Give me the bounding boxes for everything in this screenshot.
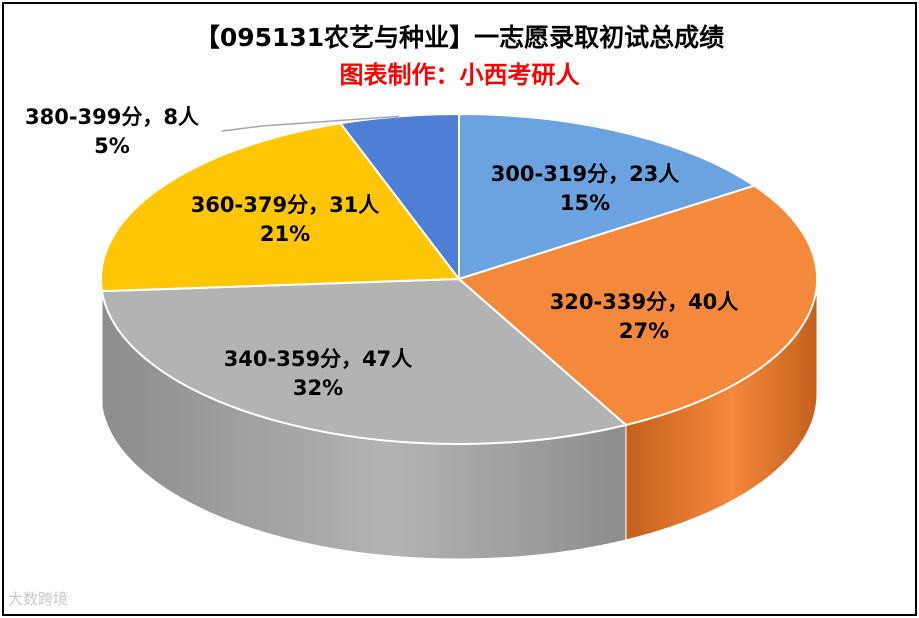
chart-subtitle: 图表制作：小西考研人 xyxy=(339,61,580,89)
pie-slice-0 xyxy=(458,112,757,281)
percent-label-1: 27% xyxy=(619,319,669,343)
data-label-0: 300-319分，23人 xyxy=(491,162,680,186)
pie-slice-2 xyxy=(100,277,628,445)
pie-side-3 xyxy=(100,278,103,407)
data-label-1: 320-339分，40人 xyxy=(550,290,739,314)
percent-label-2: 32% xyxy=(293,376,343,400)
watermark: 大数跨境 xyxy=(8,590,69,608)
pie-slice-1 xyxy=(457,184,818,427)
leader-line xyxy=(221,115,399,132)
data-label-4: 380-399分，8人 xyxy=(25,105,199,129)
data-label-3: 360-379分，31人 xyxy=(191,193,380,217)
percent-label-0: 15% xyxy=(560,191,610,215)
chart-title: 【095131农艺与种业】一志愿录取初试总成绩 xyxy=(194,23,725,52)
pie-slice-4 xyxy=(338,112,460,282)
pie-slice-3 xyxy=(100,122,461,293)
percent-label-4: 5% xyxy=(94,134,130,158)
data-label-2: 340-359分，47人 xyxy=(224,347,413,371)
percent-label-3: 21% xyxy=(260,222,310,246)
